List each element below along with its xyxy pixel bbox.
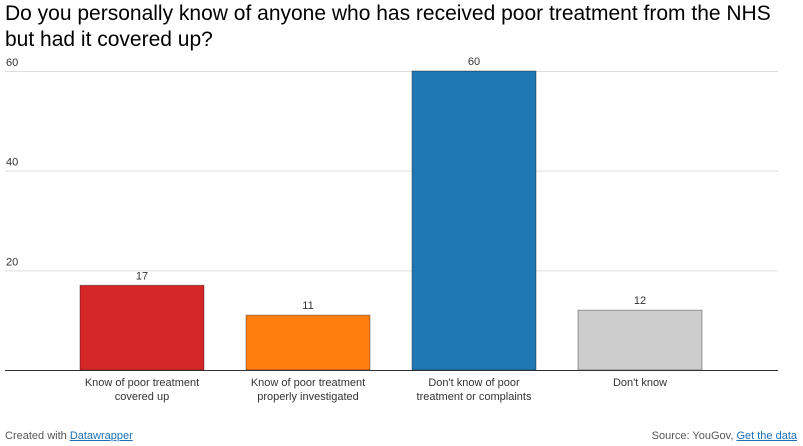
x-tick-label: Know of poor treatment: [251, 377, 365, 389]
data-label: 11: [302, 300, 313, 312]
y-tick-label: 60: [6, 57, 18, 69]
credit-prefix: Created with: [5, 430, 70, 442]
x-tick-label: properly investigated: [257, 391, 359, 403]
x-tick-label: covered up: [115, 391, 169, 403]
data-label: 60: [468, 56, 480, 68]
datawrapper-link[interactable]: Datawrapper: [69, 430, 133, 442]
y-tick-label: 40: [6, 157, 18, 169]
bar: [79, 284, 205, 371]
data-label: 12: [634, 295, 646, 307]
bar: [577, 309, 703, 371]
bar: [245, 314, 371, 371]
get-the-data-link[interactable]: Get the data: [736, 430, 797, 442]
credit-footer: Created with Datawrapper: [5, 430, 133, 442]
x-tick-label: Know of poor treatment: [85, 377, 199, 389]
bar: [411, 70, 537, 371]
chart-title: Do you personally know of anyone who has…: [5, 2, 771, 51]
source-footer: Source: YouGov, Get the data: [652, 430, 797, 442]
x-tick-label: Don't know of poor: [428, 377, 520, 389]
x-tick-label: treatment or complaints: [417, 391, 532, 403]
y-tick-label: 20: [6, 256, 18, 268]
x-tick-label: Don't know: [613, 377, 667, 389]
data-label: 17: [136, 270, 148, 282]
source-prefix: Source: YouGov,: [651, 430, 737, 442]
